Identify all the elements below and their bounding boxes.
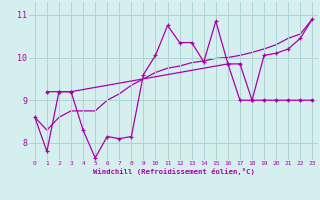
X-axis label: Windchill (Refroidissement éolien,°C): Windchill (Refroidissement éolien,°C) (93, 168, 254, 175)
